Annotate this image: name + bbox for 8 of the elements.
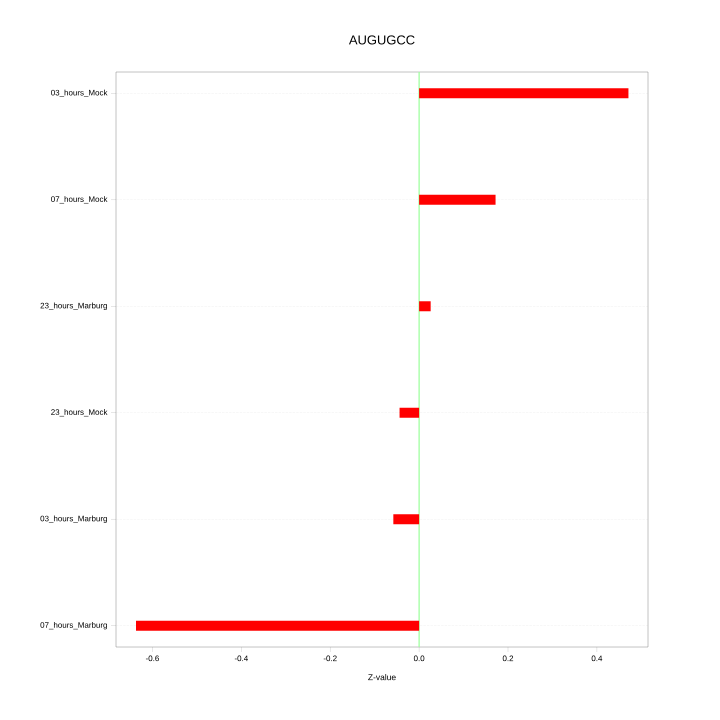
x-axis-title: Z-value <box>368 674 396 680</box>
bar <box>419 194 496 205</box>
chart-title: AUGUGCC <box>348 35 415 45</box>
bar <box>393 514 420 524</box>
bar <box>419 88 628 98</box>
bar <box>400 408 420 418</box>
bar <box>136 620 420 631</box>
bar <box>419 301 431 312</box>
